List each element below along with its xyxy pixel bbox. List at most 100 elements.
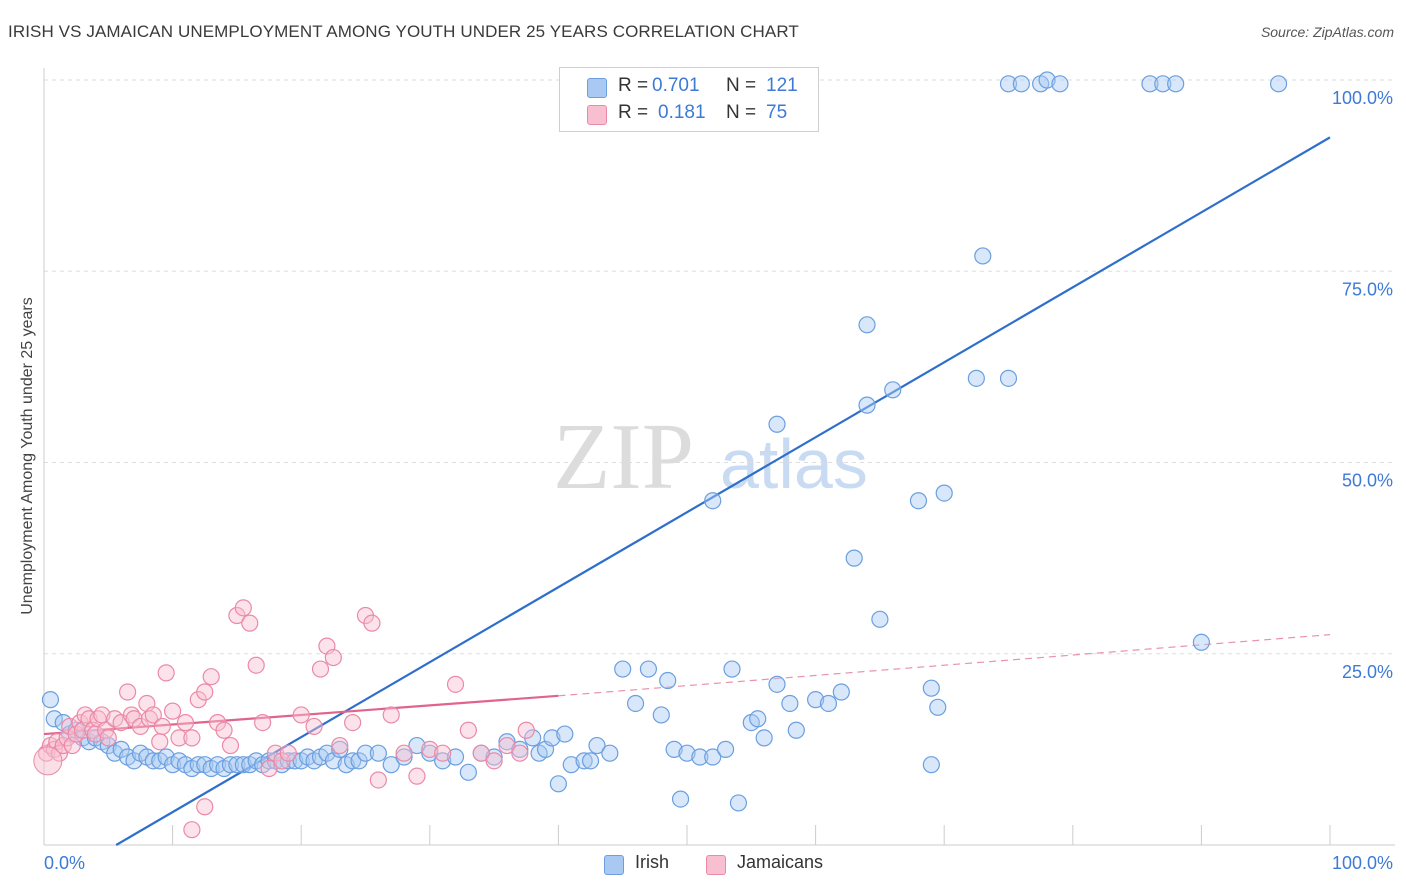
point-irish bbox=[45, 710, 63, 728]
legend-r-value-irish: 0.701 bbox=[652, 75, 700, 96]
point-irish bbox=[41, 691, 60, 709]
point-irish bbox=[228, 756, 246, 774]
point-irish bbox=[884, 381, 902, 399]
point-irish bbox=[768, 675, 786, 693]
legend-r-label: R = bbox=[618, 102, 649, 123]
point-jamaicans bbox=[164, 702, 182, 720]
point-irish bbox=[935, 484, 953, 502]
point-irish bbox=[459, 763, 477, 781]
point-jamaicans bbox=[183, 729, 201, 747]
point-irish bbox=[543, 729, 561, 747]
point-irish bbox=[408, 736, 426, 755]
point-jamaicans bbox=[260, 759, 278, 778]
point-irish bbox=[787, 721, 805, 739]
point-jamaicans bbox=[369, 771, 387, 789]
point-jamaicans bbox=[311, 660, 330, 678]
point-irish bbox=[144, 752, 162, 770]
point-irish bbox=[588, 736, 606, 755]
source-credit: Source: ZipAtlas.com bbox=[1260, 24, 1394, 40]
point-irish bbox=[819, 694, 838, 713]
legend-n-value-jamaicans: 75 bbox=[766, 102, 788, 123]
point-irish bbox=[189, 756, 207, 774]
series-label-jamaicans: Jamaicans bbox=[737, 852, 824, 872]
point-jamaicans bbox=[446, 675, 465, 693]
legend-swatch-irish bbox=[587, 78, 607, 98]
point-jamaicans bbox=[241, 614, 259, 632]
point-jamaicans bbox=[247, 656, 265, 674]
point-jamaicans bbox=[395, 744, 413, 762]
point-irish bbox=[716, 740, 735, 758]
trend-lines bbox=[43, 136, 1331, 846]
legend-r-value-jamaicans: 0.181 bbox=[658, 102, 706, 123]
point-irish bbox=[395, 748, 413, 766]
point-irish bbox=[1269, 75, 1288, 93]
point-irish bbox=[704, 748, 722, 766]
legend-n-label: N = bbox=[726, 75, 757, 96]
point-jamaicans bbox=[485, 752, 503, 770]
point-irish bbox=[755, 729, 773, 747]
point-irish bbox=[929, 698, 947, 716]
point-irish bbox=[999, 75, 1018, 93]
point-irish bbox=[382, 756, 400, 774]
point-jamaicans bbox=[408, 767, 426, 785]
data-points bbox=[33, 71, 1288, 839]
axes bbox=[43, 68, 1395, 846]
point-jamaicans bbox=[215, 721, 233, 739]
point-irish bbox=[871, 610, 889, 628]
x-tick-label: 0.0% bbox=[44, 853, 85, 873]
point-irish bbox=[967, 369, 985, 387]
point-irish bbox=[1038, 71, 1056, 89]
point-jamaicans bbox=[434, 744, 452, 762]
point-irish bbox=[234, 756, 252, 774]
point-irish bbox=[665, 740, 683, 758]
point-irish bbox=[659, 671, 677, 690]
point-irish bbox=[858, 316, 876, 334]
point-irish bbox=[1167, 75, 1185, 93]
point-irish bbox=[922, 679, 940, 697]
point-jamaicans bbox=[176, 713, 195, 732]
point-irish bbox=[768, 415, 786, 433]
point-irish bbox=[581, 752, 600, 770]
point-jamaicans bbox=[157, 664, 175, 682]
y-tick-label: 100.0% bbox=[1332, 88, 1393, 108]
correlation-legend: R = 0.701 N = 121 R = 0.181 N = 75 bbox=[559, 67, 819, 132]
point-irish bbox=[221, 756, 240, 774]
point-jamaicans bbox=[324, 648, 342, 667]
point-jamaicans bbox=[196, 798, 214, 816]
point-irish bbox=[749, 710, 767, 728]
point-jamaicans bbox=[517, 721, 535, 739]
y-tick-label: 75.0% bbox=[1342, 279, 1393, 299]
point-irish bbox=[1154, 75, 1172, 93]
legend-n-value-irish: 121 bbox=[766, 75, 798, 96]
x-tick-label: 100.0% bbox=[1332, 853, 1393, 873]
point-jamaicans bbox=[99, 729, 117, 747]
series-label-irish: Irish bbox=[635, 852, 670, 872]
point-irish bbox=[556, 725, 574, 743]
point-irish bbox=[421, 744, 439, 762]
point-irish bbox=[549, 775, 568, 793]
point-jamaicans bbox=[118, 683, 137, 701]
point-irish bbox=[999, 369, 1018, 387]
point-jamaicans bbox=[151, 733, 169, 751]
point-jamaicans bbox=[472, 744, 490, 762]
point-jamaicans bbox=[153, 717, 171, 736]
point-jamaicans bbox=[170, 729, 188, 747]
watermark-atlas: atlas bbox=[720, 425, 868, 503]
point-irish bbox=[781, 694, 799, 713]
point-irish bbox=[1051, 75, 1069, 93]
point-jamaicans bbox=[144, 706, 162, 724]
point-irish bbox=[729, 794, 748, 812]
y-tick-label: 50.0% bbox=[1342, 471, 1393, 491]
point-irish bbox=[626, 694, 645, 713]
legend-n-label: N = bbox=[726, 102, 757, 123]
point-jamaicans bbox=[305, 717, 323, 736]
point-irish bbox=[845, 549, 863, 567]
point-jamaicans bbox=[363, 614, 381, 632]
point-jamaicans bbox=[234, 599, 252, 617]
point-irish bbox=[922, 756, 940, 774]
point-irish bbox=[498, 733, 516, 751]
legend-swatch-jamaicans bbox=[587, 105, 607, 125]
series-swatch-irish bbox=[604, 855, 624, 875]
point-jamaicans bbox=[331, 736, 349, 755]
point-irish bbox=[678, 744, 696, 762]
